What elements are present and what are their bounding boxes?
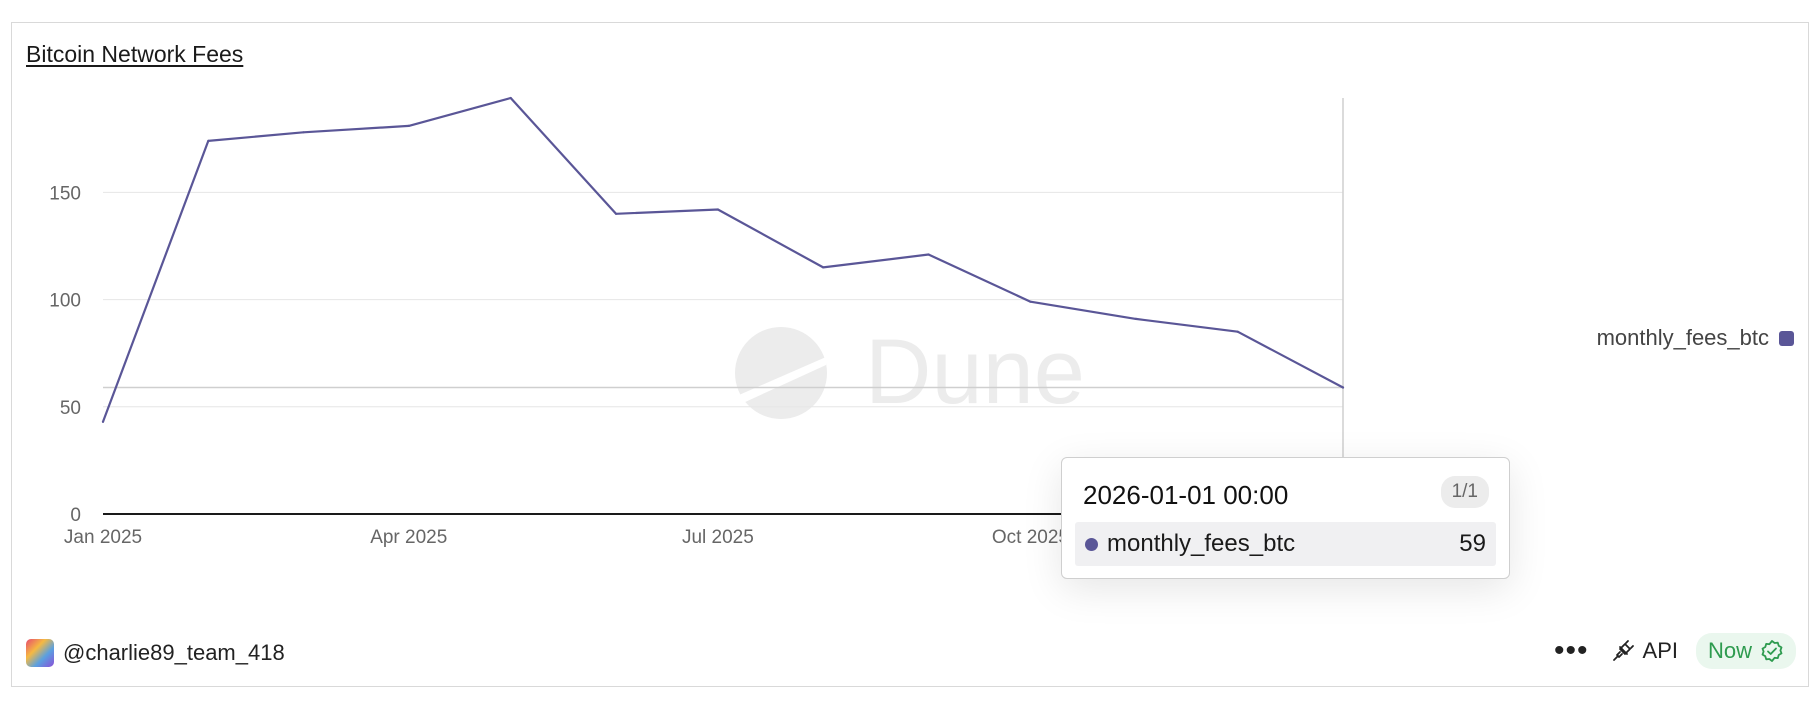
more-options-button[interactable]: ••• [1554, 634, 1589, 667]
series-dot [1085, 537, 1098, 551]
data-point [927, 253, 930, 256]
y-tick-label: 50 [60, 398, 81, 419]
footer-user[interactable]: @charlie89_team_418 [26, 639, 285, 667]
chart-title[interactable]: Bitcoin Network Fees [26, 41, 244, 67]
chart-legend[interactable]: monthly_fees_btc [1597, 325, 1794, 351]
tooltip-title: 2026-01-01 00:00 [1083, 480, 1289, 510]
api-button[interactable]: API [1611, 638, 1678, 664]
tooltip-value: 59 [1459, 530, 1486, 557]
x-tick-label: Jul 2025 [682, 527, 754, 548]
dune-watermark: Dune [735, 321, 1085, 423]
avatar [26, 639, 54, 667]
data-point [1029, 300, 1032, 303]
data-point [822, 266, 825, 269]
data-point [509, 96, 512, 100]
watermark-text: Dune [865, 321, 1085, 423]
tooltip-series-label: monthly_fees_btc [1107, 530, 1296, 557]
data-point [302, 131, 305, 134]
api-label: API [1642, 638, 1678, 663]
data-point [407, 124, 410, 127]
chart-tooltip: 2026-01-01 00:00 1/1 monthly_fees_btc 59 [1061, 457, 1510, 579]
data-point [101, 420, 105, 423]
tooltip-row: monthly_fees_btc 59 [1075, 522, 1496, 566]
y-tick-label: 0 [70, 505, 81, 526]
chart-svg: Dune 0 50 100 150 Jan 2025 Apr 2025 Jul 2025 Oc… [49, 96, 1382, 548]
verified-check-icon [1761, 640, 1783, 662]
data-point [1236, 330, 1239, 333]
tooltip-counter: 1/1 [1440, 476, 1489, 508]
data-point [1134, 317, 1137, 320]
x-tick-label: Jan 2025 [64, 527, 142, 548]
x-tick-label: Apr 2025 [370, 527, 447, 548]
data-point [207, 139, 210, 142]
chart-card: Bitcoin Network Fees Dune 0 50 100 150 Jan 2… [11, 22, 1809, 687]
y-tick-label: 100 [49, 291, 81, 312]
refresh-status-badge[interactable]: Now [1695, 633, 1796, 669]
data-point [1341, 386, 1345, 389]
legend-swatch [1779, 330, 1794, 346]
plug-icon [1612, 640, 1634, 661]
footer-actions: ••• API Now [1550, 633, 1796, 669]
now-label: Now [1707, 638, 1752, 663]
series-line-monthly-fees-btc [101, 96, 1345, 423]
data-point [716, 208, 720, 211]
data-point [614, 212, 618, 215]
x-tick-label: Oct 2025 [992, 527, 1069, 548]
username: @charlie89_team_418 [63, 640, 285, 665]
y-tick-label: 150 [49, 183, 81, 204]
legend-label: monthly_fees_btc [1596, 325, 1769, 350]
